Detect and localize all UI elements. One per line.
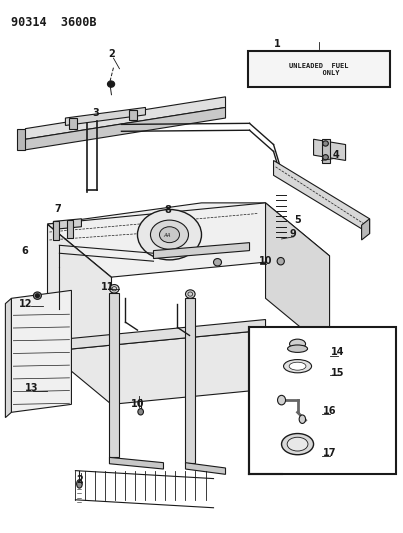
Polygon shape [48, 319, 266, 351]
Polygon shape [11, 290, 71, 413]
Polygon shape [54, 219, 81, 229]
Polygon shape [65, 108, 145, 125]
Ellipse shape [214, 259, 222, 266]
Ellipse shape [287, 437, 308, 451]
Polygon shape [67, 220, 73, 238]
Ellipse shape [277, 257, 285, 265]
Text: 6: 6 [21, 246, 28, 256]
Polygon shape [185, 298, 195, 463]
Ellipse shape [185, 290, 195, 298]
Ellipse shape [77, 480, 82, 488]
Text: AA: AA [164, 233, 171, 238]
Polygon shape [48, 203, 330, 277]
Polygon shape [69, 118, 77, 128]
Ellipse shape [35, 294, 39, 297]
Polygon shape [110, 457, 164, 469]
Polygon shape [274, 160, 370, 233]
Ellipse shape [110, 285, 119, 293]
Polygon shape [48, 224, 112, 341]
Text: 12: 12 [19, 298, 32, 309]
Text: 10: 10 [131, 399, 144, 409]
Ellipse shape [33, 292, 42, 300]
Ellipse shape [108, 81, 114, 87]
Polygon shape [322, 139, 330, 163]
Ellipse shape [138, 409, 143, 415]
Polygon shape [48, 203, 266, 277]
Text: 15: 15 [331, 368, 344, 377]
Text: 8: 8 [164, 205, 171, 215]
Text: 16: 16 [323, 406, 337, 416]
Ellipse shape [323, 141, 328, 146]
Text: 9: 9 [289, 229, 296, 239]
Polygon shape [17, 128, 25, 150]
Ellipse shape [289, 362, 306, 370]
Polygon shape [266, 203, 330, 351]
Ellipse shape [288, 345, 307, 352]
Text: 17: 17 [323, 448, 337, 458]
Ellipse shape [284, 360, 312, 373]
Polygon shape [154, 243, 249, 259]
Polygon shape [110, 293, 119, 457]
Text: 14: 14 [331, 348, 344, 358]
Text: 11: 11 [101, 281, 114, 292]
Text: 10: 10 [259, 256, 272, 266]
Polygon shape [5, 298, 11, 418]
Ellipse shape [323, 155, 328, 160]
Polygon shape [291, 341, 303, 347]
Polygon shape [25, 97, 226, 139]
Text: 4: 4 [332, 150, 339, 160]
Text: UNLEADED  FUEL
      ONLY: UNLEADED FUEL ONLY [289, 63, 348, 76]
Polygon shape [48, 330, 330, 405]
Ellipse shape [282, 433, 314, 455]
Polygon shape [361, 219, 370, 240]
Polygon shape [314, 139, 346, 160]
Ellipse shape [289, 339, 305, 349]
Polygon shape [54, 221, 59, 240]
Ellipse shape [160, 227, 179, 243]
Ellipse shape [150, 220, 189, 249]
Text: 7: 7 [54, 204, 61, 214]
Polygon shape [129, 110, 137, 120]
Bar [247, 51, 390, 87]
Polygon shape [185, 463, 226, 474]
Text: 1: 1 [274, 39, 281, 49]
Text: 2: 2 [76, 475, 83, 484]
Polygon shape [25, 108, 226, 150]
Text: 2: 2 [108, 50, 115, 59]
Text: 90314  3600B: 90314 3600B [11, 16, 97, 29]
Ellipse shape [299, 415, 305, 423]
Text: 3: 3 [92, 108, 99, 118]
Text: 5: 5 [294, 215, 301, 225]
Ellipse shape [137, 209, 202, 260]
Ellipse shape [278, 395, 286, 405]
Polygon shape [249, 327, 396, 474]
Text: 13: 13 [25, 383, 38, 393]
